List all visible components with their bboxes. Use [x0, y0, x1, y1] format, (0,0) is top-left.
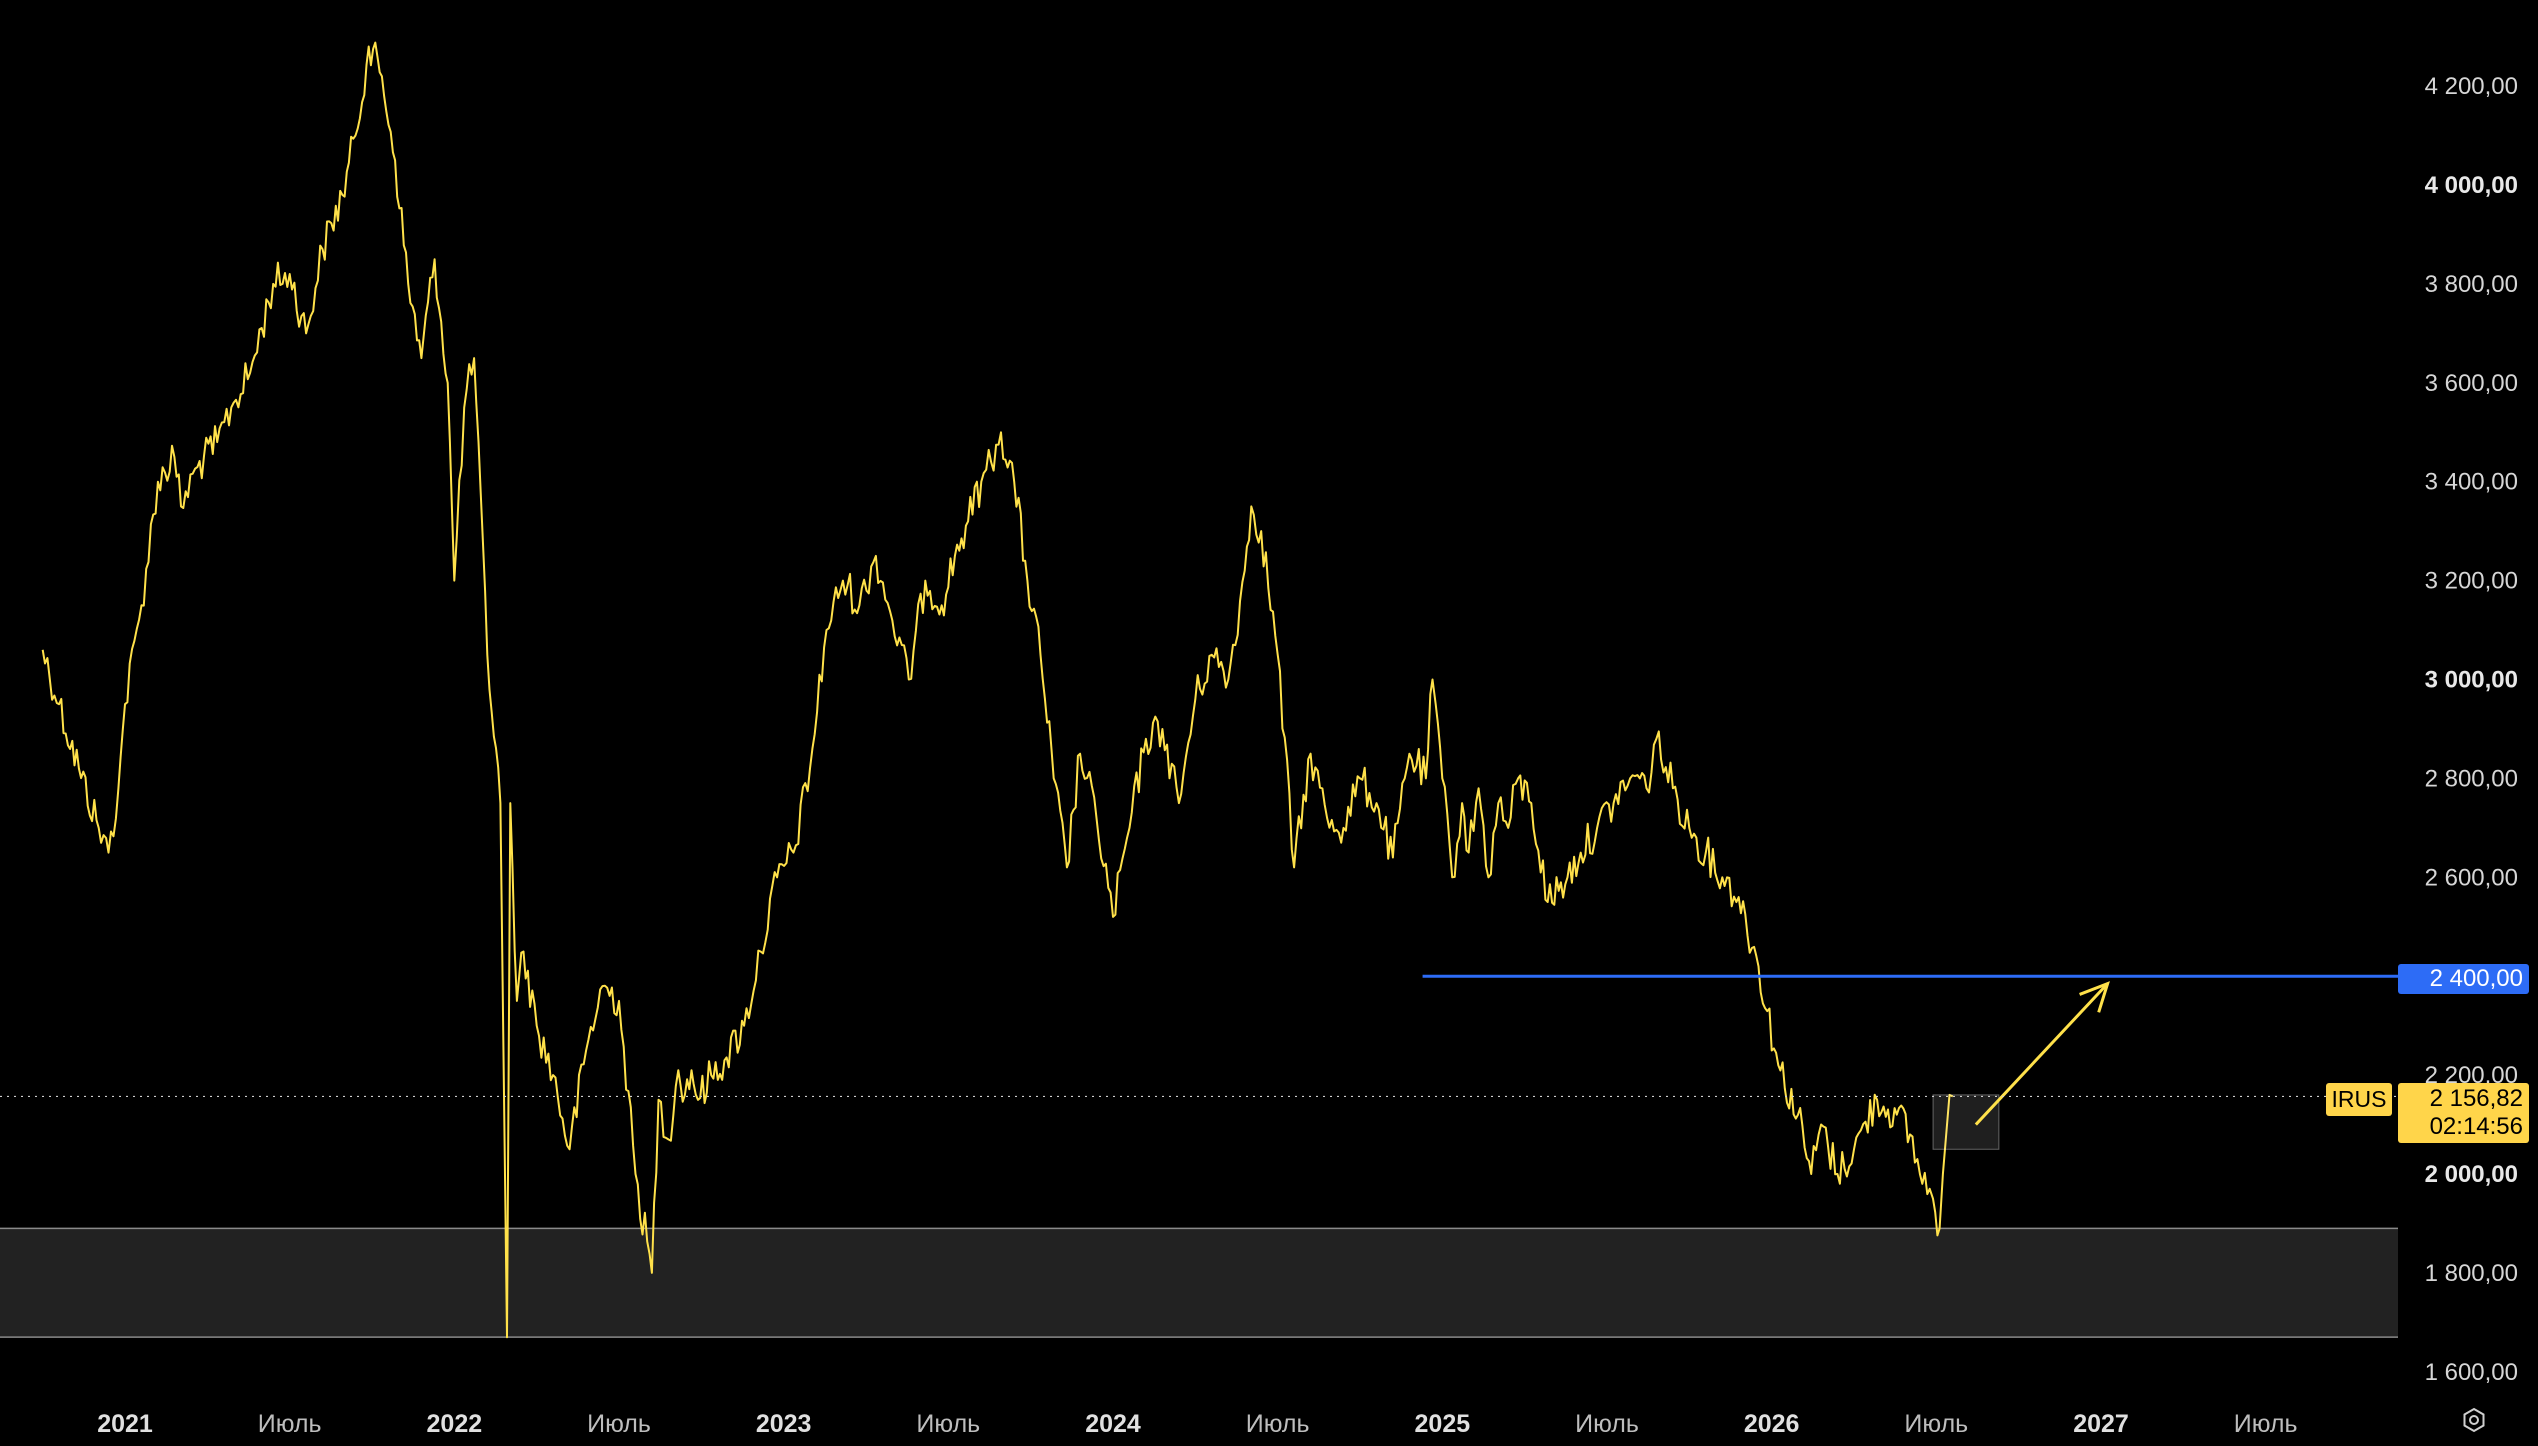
- settings-icon[interactable]: [2460, 1406, 2488, 1434]
- x-tick-label: Июль: [1904, 1410, 1968, 1438]
- x-tick-label: 2025: [1415, 1410, 1471, 1438]
- y-tick-label: 3 600,00: [2425, 370, 2518, 397]
- x-tick-label: Июль: [2234, 1410, 2298, 1438]
- y-tick-label: 2 600,00: [2425, 864, 2518, 891]
- support-zone: [0, 1227, 2398, 1338]
- y-tick-label: 3 000,00: [2425, 667, 2518, 694]
- x-tick-label: Июль: [1246, 1410, 1310, 1438]
- trend-arrow-head[interactable]: [2079, 981, 2110, 1013]
- x-tick-label: Июль: [258, 1410, 322, 1438]
- support-zone-rect: [0, 1228, 2398, 1338]
- y-tick-label: 2 000,00: [2425, 1161, 2518, 1188]
- x-tick-label: Июль: [587, 1410, 651, 1438]
- x-tick-label: 2027: [2073, 1410, 2129, 1438]
- trend-arrow-shaft[interactable]: [1974, 982, 2109, 1126]
- y-tick-label: 4 200,00: [2425, 73, 2518, 100]
- y-tick-label: 2 800,00: [2425, 765, 2518, 792]
- y-tick-label: 1 800,00: [2425, 1260, 2518, 1287]
- y-tick-label: 4 000,00: [2425, 172, 2518, 199]
- price-line: [41, 41, 1954, 1339]
- bar-countdown: 02:14:56: [2429, 1113, 2523, 1140]
- y-tick-label: 1 600,00: [2425, 1359, 2518, 1386]
- y-tick-label: 3 800,00: [2425, 271, 2518, 298]
- price-axis[interactable]: 4 200,00 4 000,00 3 800,00 3 600,00 3 400,00…: [2425, 73, 2518, 1386]
- time-axis[interactable]: 2021 Июль 2022 Июль 2023 Июль 2024 Июль 2025 Июль…: [97, 1410, 2297, 1438]
- y-tick-label: 3 200,00: [2425, 568, 2518, 595]
- ticker-badge: IRUS: [2326, 1083, 2392, 1116]
- x-tick-label: 2026: [1744, 1410, 1800, 1438]
- annotations[interactable]: [1932, 981, 2110, 1150]
- highlight-box[interactable]: [1932, 1094, 2000, 1150]
- price-series-path: [41, 41, 1954, 1339]
- x-tick-label: 2023: [756, 1410, 812, 1438]
- y-tick-label: 3 400,00: [2425, 469, 2518, 496]
- last-price-badge: 2 156,82 02:14:56: [2398, 1083, 2529, 1143]
- last-price-value: 2 156,82: [2429, 1085, 2523, 1112]
- x-tick-label: 2021: [97, 1410, 153, 1438]
- x-tick-label: 2024: [1085, 1410, 1141, 1438]
- x-tick-label: 2022: [427, 1410, 483, 1438]
- x-tick-label: Июль: [1575, 1410, 1639, 1438]
- level-price-label: 2 400,00: [2398, 964, 2529, 994]
- x-tick-label: Июль: [916, 1410, 980, 1438]
